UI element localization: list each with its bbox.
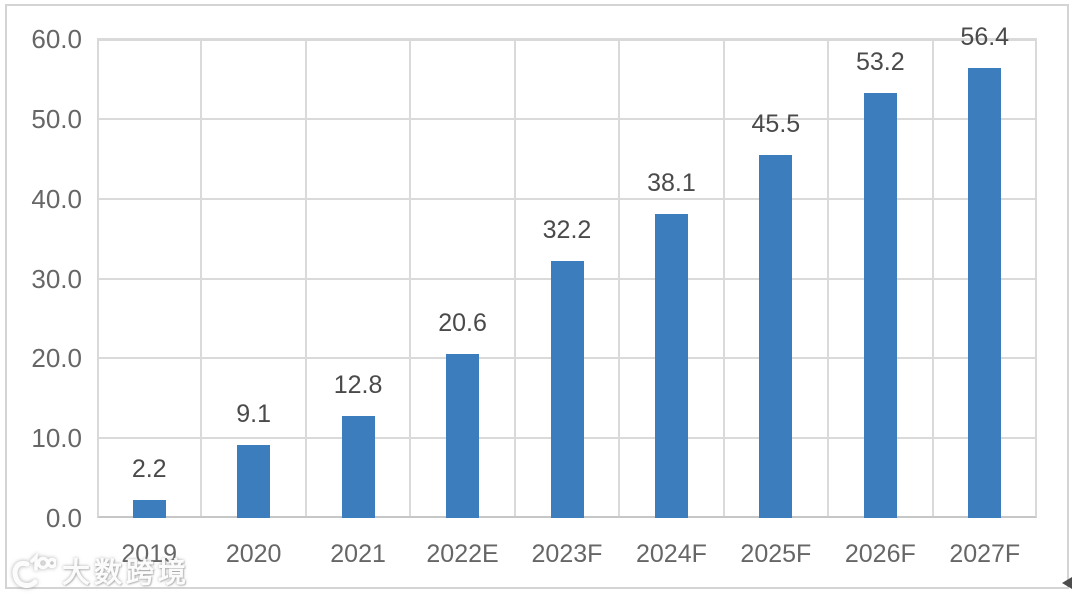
cursor-arrow-icon (1062, 577, 1072, 589)
bar-value-label: 20.6 (438, 308, 487, 337)
bar-value-label: 45.5 (751, 109, 801, 138)
x-tick-label: 2023F (531, 540, 603, 568)
x-tick-label: 2025F (740, 540, 812, 568)
gridline-horizontal (97, 117, 1037, 120)
chart-outer-border (5, 4, 1069, 589)
bar-2022E (446, 353, 480, 518)
bar-value-label: 32.2 (542, 215, 592, 244)
bar-value-label: 53.2 (855, 48, 905, 77)
y-tick-label: 50.0 (31, 103, 82, 134)
bar-value-label: 12.8 (333, 370, 383, 399)
gridline-horizontal (97, 197, 1037, 200)
gridline-vertical (722, 39, 725, 518)
x-tick-label: 2021 (330, 540, 386, 568)
bar-2025F (759, 154, 793, 518)
x-tick-label: 2024F (635, 540, 707, 568)
gridline-vertical (618, 39, 621, 518)
bar-value-label: 38.1 (647, 168, 696, 197)
x-tick-label: 2019 (121, 540, 178, 568)
y-tick-label: 0.0 (45, 503, 82, 533)
gridline-vertical (304, 39, 307, 518)
gridline-vertical (200, 39, 203, 518)
bar-2021 (341, 415, 375, 518)
y-tick-label: 10.0 (31, 423, 82, 454)
x-tick-label: 2020 (225, 540, 282, 568)
x-tick-label: 2027F (949, 540, 1021, 568)
bar-2023F (550, 260, 584, 518)
bar-2024F (654, 213, 688, 518)
bar-2019 (132, 500, 166, 518)
bar-2027F (968, 67, 1002, 518)
gridline-vertical (827, 39, 830, 518)
bar-value-label: 2.2 (131, 455, 167, 484)
gridline-vertical (409, 39, 412, 518)
x-tick-label: 2026F (844, 540, 916, 568)
bar-value-label: 56.4 (960, 22, 1010, 51)
y-tick-label: 40.0 (31, 183, 82, 214)
x-tick-label: 2022E (426, 540, 499, 568)
bar-2026F (863, 93, 897, 518)
gridline-vertical (931, 39, 934, 518)
bar-2020 (237, 445, 271, 518)
bar-value-label: 9.1 (236, 400, 272, 429)
y-tick-label: 60.0 (31, 24, 82, 54)
y-tick-label: 30.0 (31, 263, 82, 294)
gridline-vertical (513, 39, 516, 518)
y-tick-label: 20.0 (31, 343, 82, 374)
